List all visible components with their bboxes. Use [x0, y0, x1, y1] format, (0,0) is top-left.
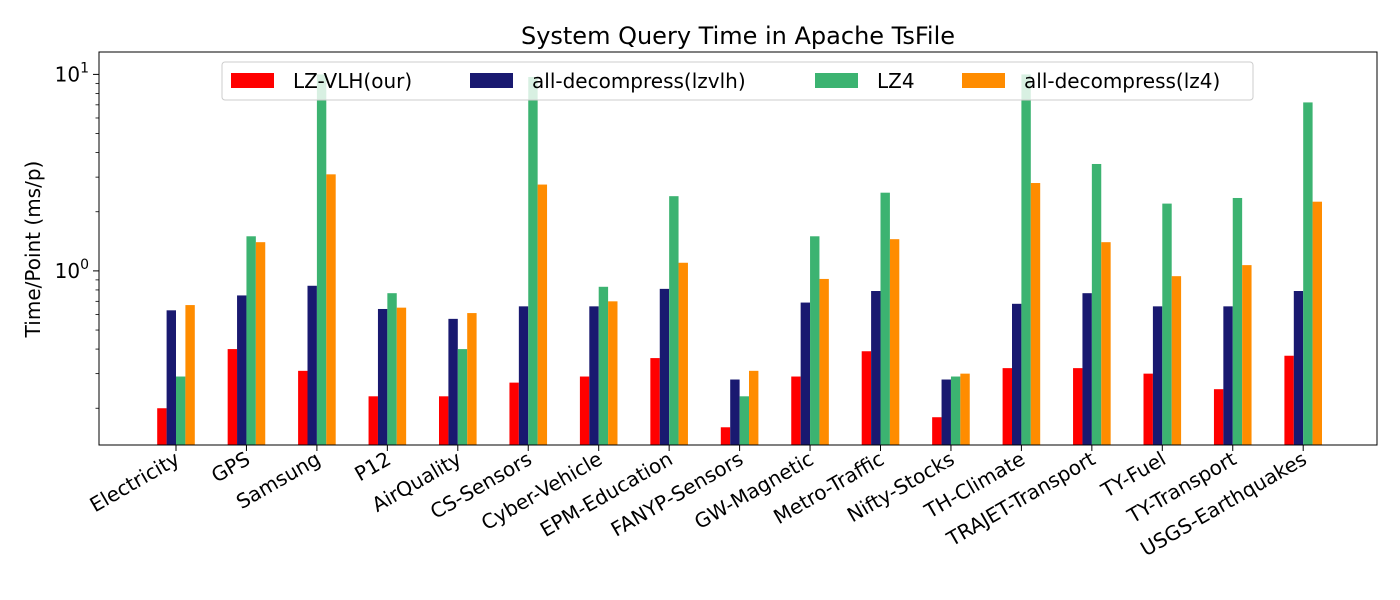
bar-4-epm-education: [678, 262, 688, 445]
legend-frame: [221, 61, 1254, 101]
legend-label: LZ-VLH(our): [293, 69, 412, 93]
bar-1-gps: [227, 349, 238, 445]
bar-4-samsung: [326, 174, 336, 445]
bar-4-metro-traffic: [889, 239, 900, 445]
bar-4-airquality: [467, 313, 477, 445]
legend-label: LZ4: [877, 69, 915, 93]
y-axis: 100 101: [55, 60, 99, 409]
legend-swatch: [815, 73, 858, 88]
bar-2-cyber-vehicle: [589, 306, 599, 445]
bar-2-samsung: [307, 285, 317, 445]
bar-4-ty-transport: [1242, 265, 1252, 445]
bar-2-trajet-transport: [1082, 293, 1092, 445]
bar-1-usgs-earthquakes: [1284, 355, 1294, 445]
bar-2-nifty-stocks: [941, 379, 951, 445]
bar-1-nifty-stocks: [932, 417, 942, 445]
bar-3-airquality: [457, 349, 468, 445]
bar-3-trajet-transport: [1091, 163, 1102, 446]
plot-area-frame: [98, 51, 1378, 446]
y-tick-label: 101: [55, 60, 89, 86]
bar-1-p12: [368, 396, 378, 445]
bar-2-epm-education: [659, 288, 670, 445]
bar-2-gps: [237, 295, 247, 445]
bar-2-ty-transport: [1223, 306, 1233, 445]
bar-2-ty-fuel: [1152, 306, 1163, 445]
bar-3-metro-traffic: [880, 192, 890, 445]
bars-group: [157, 74, 1322, 446]
legend-swatch: [962, 73, 1005, 88]
bar-3-usgs-earthquakes: [1303, 102, 1313, 446]
bar-3-nifty-stocks: [950, 376, 961, 445]
bar-2-p12: [377, 308, 388, 445]
chart-title: System Query Time in Apache TsFile: [521, 22, 955, 50]
bar-3-fanyp-sensors: [739, 396, 749, 445]
bar-1-cs-sensors: [509, 382, 519, 445]
x-tick-label: P12: [350, 447, 394, 487]
bar-3-electricity: [176, 376, 186, 445]
legend: LZ-VLH(our) all-decompress(lzvlh) LZ4 all-d…: [221, 61, 1254, 101]
bar-4-ty-fuel: [1171, 276, 1182, 445]
bar-3-gps: [246, 236, 256, 445]
y-axis-label: Time/Point (ms/p): [21, 161, 45, 339]
bar-1-th-climate: [1002, 368, 1012, 445]
legend-label: all-decompress(lzvlh): [532, 69, 746, 93]
bar-2-th-climate: [1012, 303, 1022, 445]
bar-3-gw-magnetic: [810, 236, 820, 445]
bar-4-cyber-vehicle: [608, 301, 618, 445]
y-tick-label: 100: [55, 257, 89, 283]
bar-1-airquality: [439, 396, 449, 445]
bar-2-airquality: [448, 318, 458, 445]
bar-2-metro-traffic: [871, 291, 881, 445]
x-tick-label: GPS: [207, 447, 254, 488]
bar-2-fanyp-sensors: [730, 379, 740, 445]
bar-4-nifty-stocks: [960, 373, 970, 445]
x-tick-label: Electricity: [85, 446, 183, 517]
bar-2-electricity: [166, 310, 176, 445]
bar-1-samsung: [298, 370, 308, 445]
bar-4-cs-sensors: [537, 184, 548, 445]
bar-4-gps: [255, 242, 266, 445]
bar-4-th-climate: [1030, 183, 1041, 445]
bar-1-epm-education: [650, 358, 660, 445]
bar-3-ty-transport: [1232, 197, 1243, 445]
bar-3-samsung: [316, 74, 327, 445]
bar-1-electricity: [157, 408, 167, 445]
legend-swatch: [231, 73, 274, 88]
bar-4-fanyp-sensors: [749, 370, 759, 445]
bar-3-cs-sensors: [528, 76, 538, 446]
bar-4-gw-magnetic: [819, 278, 829, 445]
bar-2-cs-sensors: [518, 306, 529, 445]
bar-1-ty-transport: [1213, 389, 1224, 445]
legend-swatch: [470, 73, 513, 88]
bar-3-cyber-vehicle: [598, 286, 609, 445]
bar-2-usgs-earthquakes: [1293, 291, 1304, 445]
bar-1-cyber-vehicle: [579, 376, 590, 445]
bar-3-epm-education: [669, 196, 679, 445]
bar-1-gw-magnetic: [791, 376, 801, 445]
bar-1-fanyp-sensors: [720, 427, 731, 445]
bar-3-th-climate: [1021, 74, 1031, 445]
bar-1-ty-fuel: [1143, 373, 1153, 445]
bar-2-gw-magnetic: [800, 302, 811, 445]
bar-1-metro-traffic: [861, 351, 872, 445]
bar-4-electricity: [185, 305, 195, 445]
legend-label: all-decompress(lz4): [1024, 69, 1220, 93]
bar-3-p12: [387, 293, 397, 445]
bar-4-p12: [396, 307, 407, 445]
bar-4-trajet-transport: [1101, 242, 1111, 445]
bar-3-ty-fuel: [1162, 203, 1172, 445]
bar-4-usgs-earthquakes: [1312, 201, 1322, 445]
bar-1-trajet-transport: [1073, 368, 1083, 445]
